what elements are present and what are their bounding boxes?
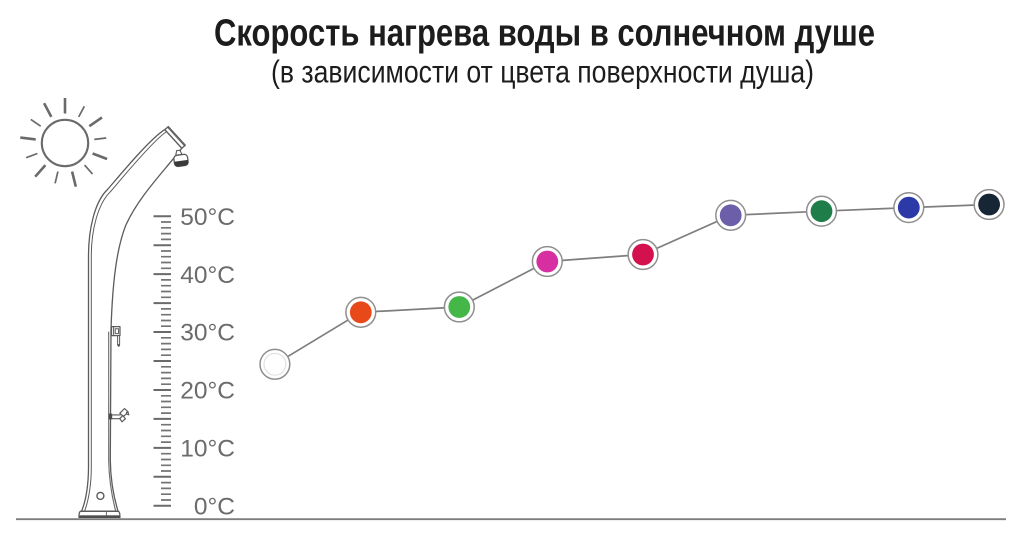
svg-text:30°C: 30°C [180,320,235,347]
svg-text:(в зависимости от цвета поверх: (в зависимости от цвета поверхности душа… [271,54,814,90]
svg-text:Скорость нагрева воды в солнеч: Скорость нагрева воды в солнечном душе [214,12,875,54]
svg-text:10°C: 10°C [180,436,235,463]
svg-text:50°C: 50°C [180,204,235,231]
svg-text:40°C: 40°C [180,262,235,289]
svg-text:0°C: 0°C [194,494,235,521]
svg-text:20°C: 20°C [180,378,235,405]
